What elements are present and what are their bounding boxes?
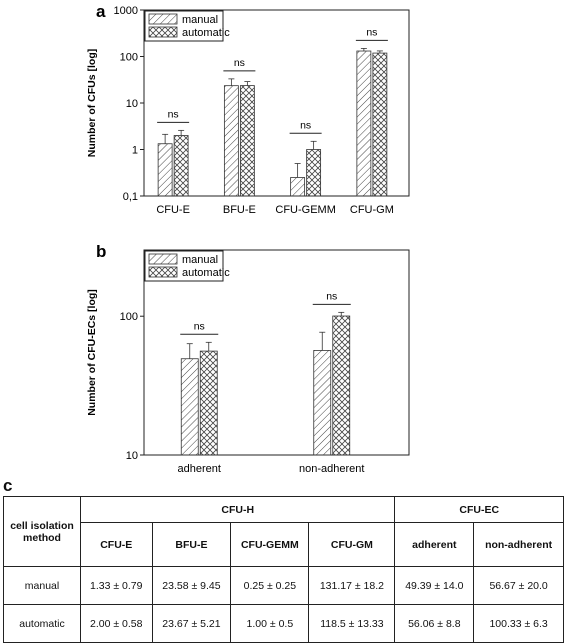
y-tick-label: 1000 bbox=[114, 5, 138, 17]
significance-label: ns bbox=[194, 320, 205, 332]
y-tick-label: 0,1 bbox=[123, 191, 138, 203]
bar-manual bbox=[223, 85, 239, 197]
significance-label: ns bbox=[234, 57, 245, 69]
significance-label: ns bbox=[366, 26, 377, 38]
bar-automatic bbox=[173, 135, 189, 197]
y-axis-label: Number of CFU-ECs [log] bbox=[86, 289, 98, 416]
figure-canvas: a b 0,1 1 10 100 1000 Number of CFUs [log] ns C… bbox=[86, 2, 410, 475]
y-tick-label: 10 bbox=[126, 450, 138, 462]
column-header: non-adherent bbox=[473, 522, 564, 567]
y-tick-label: 100 bbox=[120, 52, 138, 64]
table-cell: 23.67 ± 5.21 bbox=[151, 604, 232, 643]
table-row: manual 1.33 ± 0.79 23.58 ± 9.45 0.25 ± 0.25… bbox=[3, 566, 564, 605]
y-tick-label: 100 bbox=[120, 311, 138, 323]
summary-table: cell isolation method CFU-H CFU-EC CFU-E… bbox=[3, 496, 564, 643]
table-cell: 56.06 ± 8.8 bbox=[394, 604, 475, 643]
table-cell: 1.33 ± 0.79 bbox=[80, 566, 153, 605]
x-tick-label: BFU-E bbox=[223, 204, 256, 216]
legend-label-manual: manual bbox=[182, 14, 218, 26]
bar-manual bbox=[290, 177, 306, 197]
chart-b: 10 100 Number of CFU-ECs [log] ns adherent ns… bbox=[86, 249, 410, 475]
bar-automatic bbox=[372, 52, 388, 197]
row-label: manual bbox=[3, 566, 81, 605]
table-cell: 100.33 ± 6.3 bbox=[473, 604, 564, 643]
table-cell: 118.5 ± 13.33 bbox=[308, 604, 396, 643]
table-row: automatic 2.00 ± 0.58 23.67 ± 5.21 1.00 ± 0… bbox=[3, 604, 564, 643]
table-cell: 0.25 ± 0.25 bbox=[230, 566, 310, 605]
significance-label: ns bbox=[168, 108, 179, 120]
legend-label-manual: manual bbox=[182, 254, 218, 266]
table-cell: 1.00 ± 0.5 bbox=[230, 604, 310, 643]
x-tick-label: CFU-GM bbox=[350, 204, 394, 216]
column-header: adherent bbox=[394, 522, 475, 567]
significance-label: ns bbox=[326, 290, 337, 302]
column-header: CFU-E bbox=[80, 522, 153, 567]
column-header: CFU-GM bbox=[308, 522, 396, 567]
x-tick-label: CFU-GEMM bbox=[275, 204, 336, 216]
table-cell: 131.17 ± 18.2 bbox=[308, 566, 396, 605]
bar-manual bbox=[356, 50, 372, 197]
table-cell: 49.39 ± 14.0 bbox=[394, 566, 475, 605]
legend-swatch-manual bbox=[148, 253, 178, 265]
legend-swatch-automatic bbox=[148, 26, 178, 38]
panel-label-c: c bbox=[3, 476, 13, 495]
column-header: BFU-E bbox=[151, 522, 232, 567]
row-header-cell: cell isolation method bbox=[3, 496, 81, 567]
table-cell: 56.67 ± 20.0 bbox=[473, 566, 564, 605]
x-tick-label: adherent bbox=[178, 463, 221, 475]
row-label: automatic bbox=[3, 604, 81, 643]
legend-label-automatic: automatic bbox=[182, 27, 230, 39]
chart-a: 0,1 1 10 100 1000 Number of CFUs [log] ns CFU-E… bbox=[86, 5, 410, 216]
y-tick-label: 10 bbox=[126, 98, 138, 110]
column-header: CFU-GEMM bbox=[230, 522, 310, 567]
table-cell: 2.00 ± 0.58 bbox=[80, 604, 153, 643]
table-body: manual 1.33 ± 0.79 23.58 ± 9.45 0.25 ± 0.25… bbox=[3, 566, 564, 643]
plot-frame bbox=[143, 249, 410, 456]
summary-table-wrapper: cell isolation method CFU-H CFU-EC CFU-E… bbox=[3, 496, 564, 643]
group-header-cfu-ec: CFU-EC bbox=[394, 496, 564, 523]
legend-swatch-manual bbox=[148, 13, 178, 25]
bar-automatic bbox=[239, 85, 255, 197]
bar-automatic bbox=[306, 149, 322, 197]
column-header-row: CFU-E BFU-E CFU-GEMM CFU-GM adherent non-adhe… bbox=[4, 522, 564, 567]
legend-label-automatic: automatic bbox=[182, 267, 230, 279]
y-axis-label: Number of CFUs [log] bbox=[86, 49, 98, 158]
x-tick-label: CFU-E bbox=[156, 204, 190, 216]
x-tick-label: non-adherent bbox=[299, 463, 364, 475]
bar-manual bbox=[157, 143, 173, 197]
y-tick-label: 1 bbox=[132, 145, 138, 157]
table-cell: 23.58 ± 9.45 bbox=[151, 566, 232, 605]
panel-label-b: b bbox=[96, 242, 106, 261]
bar-automatic bbox=[332, 315, 351, 456]
legend-swatch-automatic bbox=[148, 266, 178, 278]
bar-automatic bbox=[199, 350, 218, 456]
panel-label-a: a bbox=[96, 2, 106, 21]
bar-manual bbox=[180, 358, 199, 456]
bar-manual bbox=[313, 350, 332, 456]
group-header-cfu-h: CFU-H bbox=[79, 496, 396, 523]
significance-label: ns bbox=[300, 119, 311, 131]
